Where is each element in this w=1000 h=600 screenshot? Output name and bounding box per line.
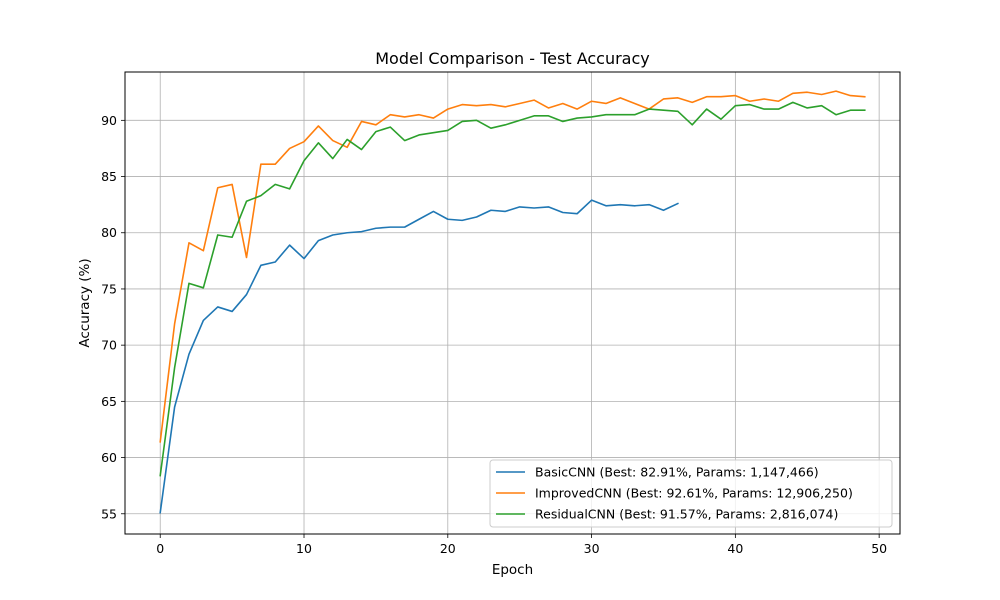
y-tick-label: 75: [101, 281, 117, 296]
y-tick-label: 65: [101, 394, 117, 409]
x-tick-label: 30: [584, 541, 600, 556]
plot-area: [125, 72, 900, 534]
y-tick-label: 70: [101, 338, 117, 353]
y-tick-label: 60: [101, 450, 117, 465]
legend-label-residualcnn: ResidualCNN (Best: 91.57%, Params: 2,816…: [535, 507, 838, 522]
x-tick-label: 40: [727, 541, 743, 556]
y-tick-label: 90: [101, 113, 117, 128]
x-tick-label: 0: [156, 541, 164, 556]
y-axis-label: Accuracy (%): [77, 258, 93, 347]
legend-box: [489, 459, 893, 528]
series-line-residualcnn: [159, 101, 866, 477]
chart-title: Model Comparison - Test Accuracy: [375, 49, 650, 68]
x-tick-label: 10: [296, 541, 312, 556]
series-line-improvedcnn: [159, 90, 866, 443]
x-axis-label: Epoch: [492, 562, 533, 578]
legend: BasicCNN (Best: 82.91%, Params: 1,147,46…: [489, 459, 893, 528]
y-tick-label: 55: [101, 506, 117, 521]
x-tick-label: 20: [440, 541, 456, 556]
axis-ticks: 0 10 20 30 40 50 55 60 65 70 75 80 85 90: [101, 113, 887, 556]
y-tick-label: 80: [101, 225, 117, 240]
y-tick-label: 85: [101, 169, 117, 184]
axes-frame: [124, 71, 901, 535]
legend-label-basiccnn: BasicCNN (Best: 82.91%, Params: 1,147,46…: [535, 465, 819, 480]
x-tick-label: 50: [871, 541, 887, 556]
series-line-basiccnn: [159, 199, 679, 514]
series-lines: [159, 90, 866, 514]
legend-label-improvedcnn: ImprovedCNN (Best: 92.61%, Params: 12,90…: [535, 486, 853, 501]
